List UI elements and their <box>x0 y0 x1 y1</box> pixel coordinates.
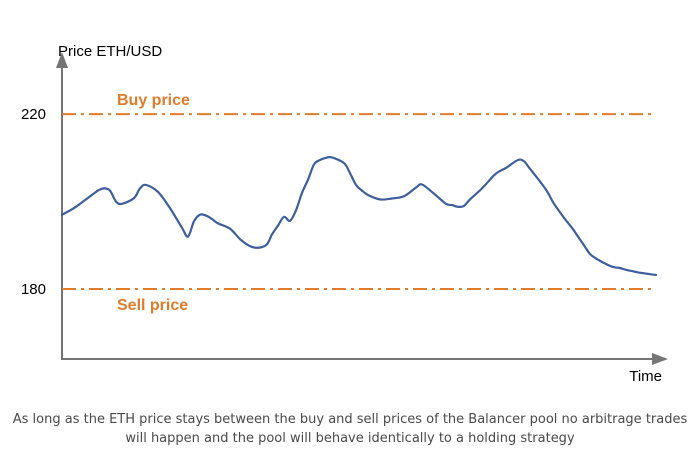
x-axis-label: Time <box>629 368 662 385</box>
price-chart: Price ETH/USD Time 220 180 Buy price Sell … <box>21 43 668 385</box>
price-line <box>60 155 658 277</box>
x-axis-arrow <box>652 353 668 365</box>
figure-caption: As long as the ETH price stays between t… <box>12 412 688 446</box>
reference-label-sell: Sell price <box>117 297 188 314</box>
reference-lines: Buy price Sell price <box>62 92 656 314</box>
y-tick-labels: 220 180 <box>21 106 46 298</box>
y-axis-label: Price ETH/USD <box>58 43 162 60</box>
series-group <box>60 155 658 277</box>
y-tick-label: 220 <box>21 106 46 123</box>
y-tick-label: 180 <box>21 281 46 298</box>
reference-label-buy: Buy price <box>117 92 190 109</box>
y-axis-arrow <box>56 52 68 68</box>
